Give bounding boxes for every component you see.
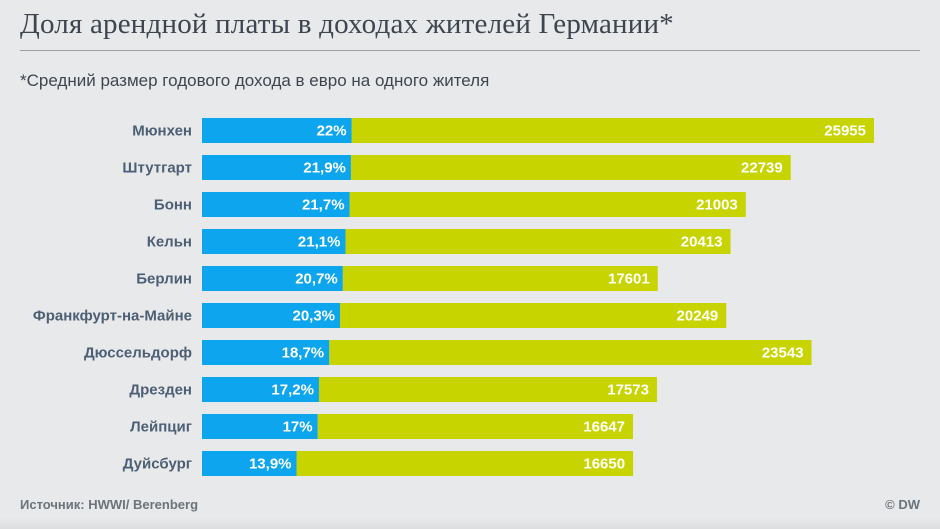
rent-share-label: 17,2%: [271, 382, 314, 399]
income-label: 16650: [583, 456, 625, 473]
income-bar: [296, 451, 634, 476]
rent-share-bar: [202, 118, 352, 143]
chart-title: Доля арендной платы в доходах жителей Ге…: [20, 8, 674, 40]
bottom-band: [0, 518, 940, 529]
rent-share-label: 22%: [317, 123, 347, 140]
rent-share-bar: [202, 192, 350, 217]
category-label: Берлин: [136, 271, 192, 288]
rent-share-bar: [202, 229, 346, 254]
rent-share-bar: [202, 340, 330, 365]
category-label: Мюнхен: [132, 123, 192, 140]
rent-share-label: 17%: [283, 419, 313, 436]
income-label: 21003: [696, 197, 738, 214]
income-label: 25955: [824, 123, 866, 140]
rent-share-bar: [202, 377, 319, 402]
income-bar: [349, 192, 746, 217]
rent-share-bar: [202, 451, 297, 476]
rent-share-bar: [202, 414, 318, 439]
rent-share-bar: [202, 155, 351, 180]
income-bar: [345, 229, 731, 254]
title-divider: [20, 50, 920, 51]
chart-subtitle: *Средний размер годового дохода в евро н…: [20, 71, 490, 90]
category-label: Дуйсбург: [123, 456, 192, 473]
income-bar: [317, 414, 634, 439]
rent-share-label: 21,9%: [303, 160, 346, 177]
income-bar: [340, 303, 727, 328]
category-label: Дюссельдорф: [84, 345, 192, 362]
rent-share-bar: [202, 303, 341, 328]
rent-share-label: 20,7%: [295, 271, 338, 288]
category-label: Бонн: [154, 197, 192, 214]
income-label: 16647: [583, 419, 625, 436]
income-bar: [329, 340, 812, 365]
rent-share-label: 20,3%: [292, 308, 335, 325]
dw-copyright: © DW: [885, 497, 920, 512]
income-label: 20249: [677, 308, 719, 325]
income-bar: [318, 377, 657, 402]
rent-share-label: 18,7%: [282, 345, 325, 362]
income-bar: [342, 266, 658, 291]
income-label: 17573: [607, 382, 649, 399]
income-label: 17601: [608, 271, 650, 288]
rent-share-label: 21,1%: [298, 234, 341, 251]
rent-share-label: 21,7%: [302, 197, 345, 214]
category-label: Кельн: [147, 234, 192, 251]
rent-share-label: 13,9%: [249, 456, 292, 473]
category-label: Лейпциг: [130, 419, 192, 436]
income-label: 23543: [762, 345, 804, 362]
income-bar: [351, 118, 875, 143]
source-note: Источник: HWWI/ Berenberg: [20, 497, 199, 512]
income-label: 20413: [681, 234, 723, 251]
category-label: Штутгарт: [122, 160, 192, 177]
income-bar: [350, 155, 791, 180]
rent-share-bar: [202, 266, 343, 291]
category-label: Дрезден: [129, 382, 192, 399]
category-label: Франкфурт-на-Майне: [33, 308, 192, 325]
income-label: 22739: [741, 160, 783, 177]
